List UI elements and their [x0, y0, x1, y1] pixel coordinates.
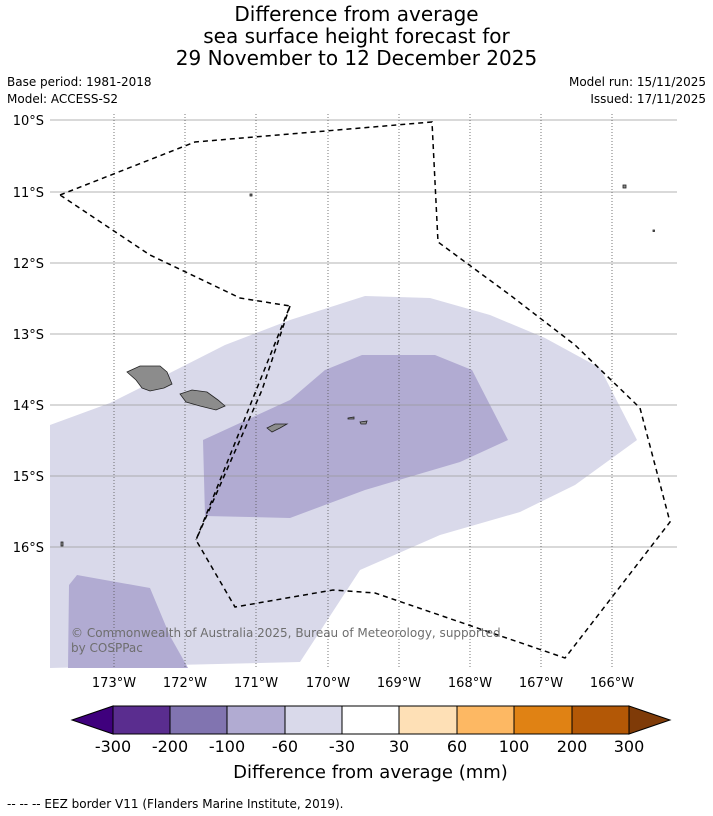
colorbar-bin-1 [112, 705, 171, 735]
colorbar [70, 705, 672, 735]
colorbar-tick-label: 30 [388, 737, 410, 756]
lon-label-171w: 171°W [234, 676, 278, 691]
upolu-island [179, 389, 226, 411]
lon-label-173w: 173°W [92, 676, 136, 691]
small-island-3 [652, 229, 655, 232]
colorbar-extend-high [628, 705, 672, 735]
colorbar-tick-label: -30 [328, 737, 356, 756]
eez-border-internal [195, 305, 291, 541]
map-plot-area [50, 296, 637, 668]
eez-footnote: -- -- -- EEZ border V11 (Flanders Marine… [7, 797, 344, 811]
title-line-1: Difference from average [234, 2, 479, 26]
lon-label-170w: 170°W [306, 676, 350, 691]
colorbar-bin-6 [398, 705, 458, 735]
tutuila-island [266, 423, 289, 433]
colorbar-bin-7 [456, 705, 515, 735]
colorbar-tick-label: 200 [556, 737, 588, 756]
lon-label-167w: 167°W [519, 676, 563, 691]
lat-label-12s: 12°S [13, 257, 44, 272]
colorbar-tick-label: -60 [271, 737, 299, 756]
longitude-labels: 173°W 172°W 171°W 170°W 169°W 168°W 167°… [92, 676, 634, 691]
small-island-4 [60, 541, 64, 547]
colorbar-tick-label: -300 [94, 737, 132, 756]
title-line-2: sea surface height forecast for [203, 24, 510, 48]
lon-label-166w: 166°W [590, 676, 634, 691]
lat-label-11s: 11°S [13, 186, 44, 201]
small-island-2 [622, 184, 627, 189]
lon-label-172w: 172°W [163, 676, 207, 691]
colorbar-title: Difference from average (mm) [233, 762, 508, 783]
ofu-island [347, 416, 355, 420]
issued-text: Issued: 17/11/2025 [590, 92, 706, 106]
lon-label-168w: 168°W [448, 676, 492, 691]
lat-label-16s: 16°S [13, 541, 44, 556]
lat-label-14s: 14°S [13, 399, 44, 414]
model-text: Model: ACCESS-S2 [7, 92, 119, 106]
colorbar-bin-5 [341, 705, 400, 735]
lat-label-10s: 10°S [13, 114, 44, 129]
colorbar-tick-label: 60 [446, 737, 468, 756]
colorbar-tick-label: 100 [498, 737, 530, 756]
grid-lines [50, 119, 677, 548]
lon-label-169w: 169°W [377, 676, 421, 691]
colorbar-tick-label: -100 [208, 737, 246, 756]
colorbar-extend-low [70, 705, 114, 735]
meridian-lines [113, 114, 613, 668]
model-run-text: Model run: 15/11/2025 [568, 75, 706, 89]
colorbar-bin-9 [571, 705, 630, 735]
lat-label-13s: 13°S [13, 328, 44, 343]
colorbar-bin-2 [169, 705, 228, 735]
colorbar-bin-4 [284, 705, 343, 735]
ssh-band-medium-1 [203, 355, 508, 518]
colorbar-tick-label: 300 [613, 737, 645, 756]
colorbar-bin-8 [513, 705, 573, 735]
small-island-1 [249, 193, 253, 197]
eez-border-samoa [58, 121, 671, 659]
base-period-text: Base period: 1981-2018 [7, 75, 152, 89]
colorbar-bin-3 [226, 705, 286, 735]
tau-island [359, 420, 368, 425]
colorbar-tick-label: -200 [151, 737, 189, 756]
land-masses [60, 184, 655, 547]
copyright-notice: © Commonwealth of Australia 2025, Bureau… [71, 626, 501, 655]
ssh-band-medium-2 [68, 575, 188, 668]
title-line-3: 29 November to 12 December 2025 [175, 46, 538, 70]
lat-label-15s: 15°S [13, 470, 44, 485]
savaii-island [126, 365, 173, 392]
latitude-labels: 10°S 11°S 12°S 13°S 14°S 15°S 16°S [13, 114, 44, 556]
